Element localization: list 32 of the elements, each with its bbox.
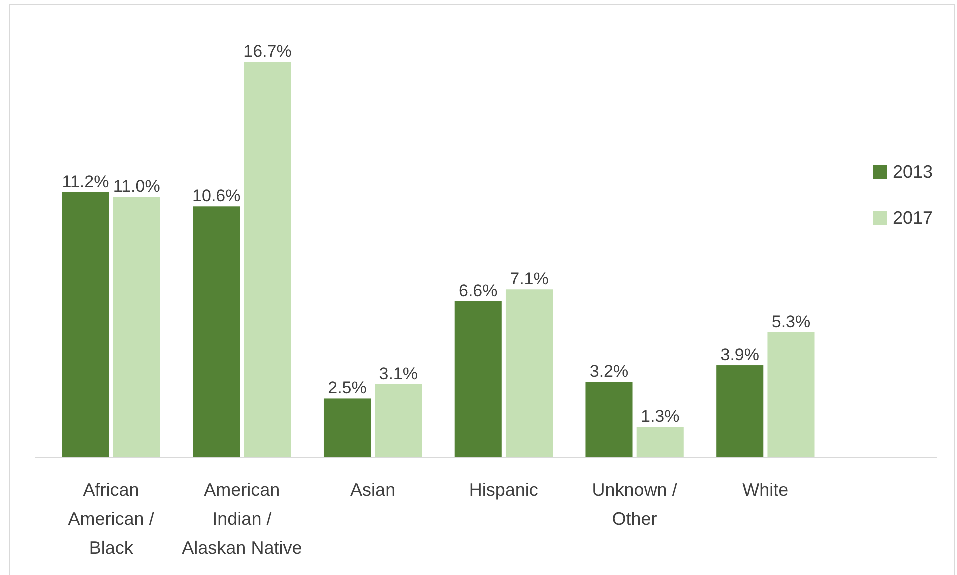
- bar: [506, 290, 554, 458]
- x-tick-label: African American / Black: [68, 480, 154, 558]
- data-label: 3.2%: [590, 362, 629, 382]
- bar: [454, 301, 502, 458]
- data-label: 3.1%: [379, 364, 418, 384]
- bar: [244, 62, 292, 458]
- bar: [113, 197, 160, 458]
- data-label: 10.6%: [192, 186, 241, 206]
- legend-label: 2017: [893, 208, 934, 228]
- data-label: 3.9%: [720, 346, 760, 365]
- bar: [324, 398, 372, 458]
- data-label: 5.3%: [772, 312, 811, 332]
- bar: [768, 332, 815, 458]
- x-tick-label: Unknown / Other: [592, 480, 678, 529]
- bar: [193, 206, 240, 458]
- bar: [586, 382, 633, 458]
- bar: [62, 192, 110, 458]
- data-label: 7.1%: [510, 270, 549, 289]
- x-tick-label: American Indian / Alaskan Native: [182, 480, 302, 558]
- data-label: 11.2%: [62, 172, 110, 192]
- bar: [375, 384, 422, 458]
- data-label: 1.3%: [640, 407, 680, 426]
- data-label: 6.6%: [459, 281, 498, 300]
- x-tick-label: Asian: [350, 480, 396, 500]
- legend-label: 2013: [893, 162, 934, 182]
- data-label: 16.7%: [244, 42, 292, 61]
- x-tick-label: White: [742, 480, 789, 500]
- data-label: 2.5%: [328, 378, 367, 398]
- data-label: 11.0%: [113, 177, 160, 196]
- bar: [636, 427, 684, 458]
- x-tick-label: Hispanic: [469, 480, 538, 500]
- bar: [716, 366, 764, 458]
